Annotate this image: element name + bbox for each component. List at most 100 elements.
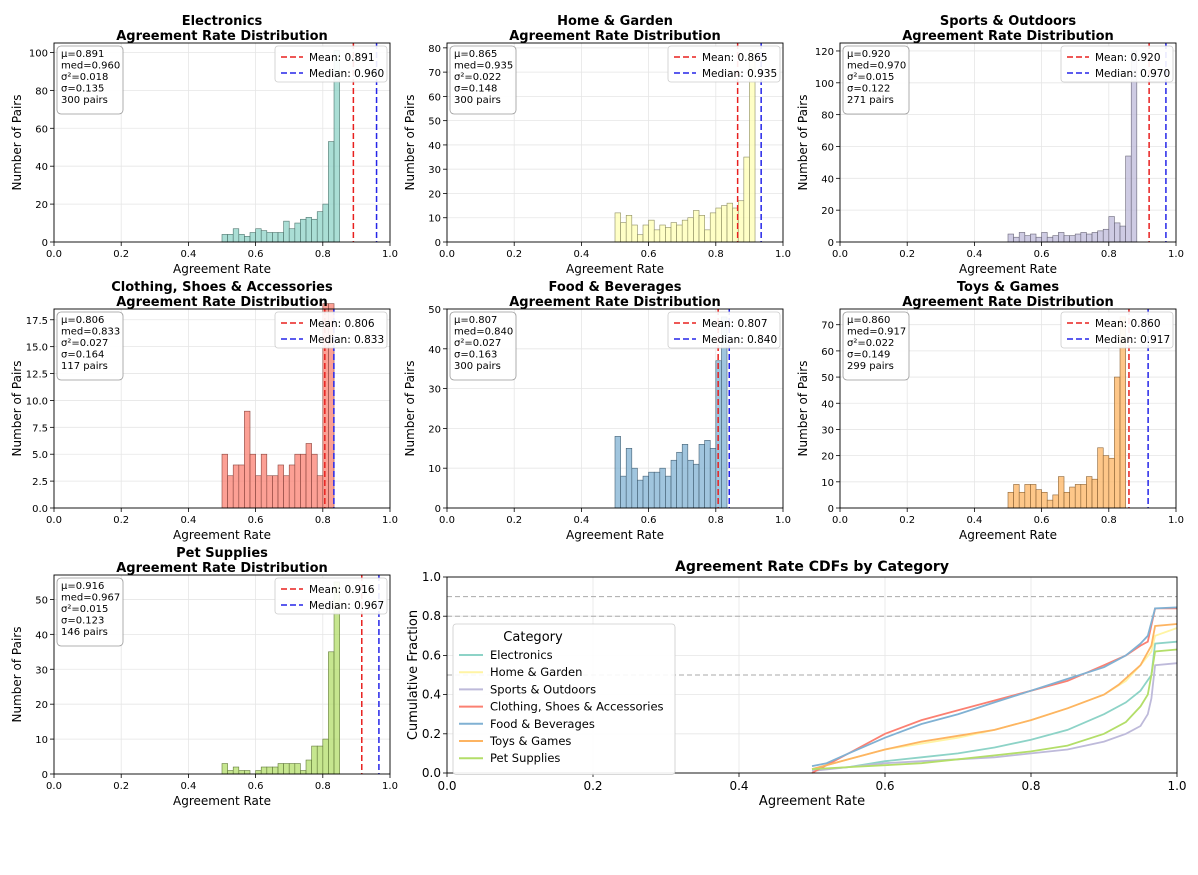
y-tick-label: 10 xyxy=(428,214,441,225)
y-tick-label: 0.0 xyxy=(32,504,48,515)
legend-label: Clothing, Shoes & Accessories xyxy=(490,700,664,714)
y-tick-label: 40 xyxy=(821,399,834,410)
histogram-bar xyxy=(709,447,717,509)
histogram-bar xyxy=(300,770,307,775)
y-tick-label: 50 xyxy=(821,373,834,384)
histogram-bar xyxy=(1046,236,1054,243)
stats-line: σ=0.163 xyxy=(454,350,497,361)
x-tick-label: 0.0 xyxy=(439,515,455,526)
histogram-panel-2: 0 20 40 60 80 100 120 0.0 0.2 0.4 0.6 0.8 1.0 Sports … xyxy=(796,14,1184,276)
histogram-bar xyxy=(737,200,745,243)
histogram-bar xyxy=(614,212,621,243)
cdf-line xyxy=(811,648,1178,770)
stats-line: μ=0.865 xyxy=(454,49,497,60)
histogram-bar xyxy=(311,218,318,243)
legend-median-label: Median: 0.960 xyxy=(309,68,384,80)
histogram-bar xyxy=(614,436,621,509)
stats-line: med=0.967 xyxy=(61,593,120,604)
x-tick-label: 0.4 xyxy=(573,515,589,526)
y-tick-label: 70 xyxy=(428,68,441,79)
histogram-bar xyxy=(266,766,273,775)
y-tick-label: 20 xyxy=(821,452,834,463)
histogram-bar xyxy=(1024,484,1031,509)
histogram-bar xyxy=(715,207,722,243)
histogram-panel-3: 0.0 2.5 5.0 7.5 10.0 12.5 15.0 17.5 0.0 0.2 0.4 0.6… xyxy=(10,280,398,542)
histogram-bar xyxy=(637,234,644,243)
histogram-bar xyxy=(305,759,312,775)
legend-median-label: Median: 0.970 xyxy=(1095,68,1170,80)
y-tick-label: 17.5 xyxy=(26,316,48,327)
chart-title: Sports & Outdoors xyxy=(940,14,1076,29)
histogram-bar xyxy=(1058,476,1065,509)
x-tick-label: 0.4 xyxy=(180,781,196,792)
stats-box xyxy=(842,45,910,115)
stats-line: σ=0.123 xyxy=(61,616,104,627)
x-axis-label: Agreement Rate xyxy=(959,262,1057,276)
y-tick-label: 15.0 xyxy=(26,343,48,354)
histogram-bar xyxy=(294,763,301,775)
y-tick-label: 80 xyxy=(428,44,441,55)
histogram-panel-6: 0 10 20 30 40 50 0.0 0.2 0.4 0.6 0.8 1.0 Pet Supplie… xyxy=(10,546,398,808)
histogram-bar xyxy=(1080,232,1087,243)
y-tick-label: 7.5 xyxy=(32,423,48,434)
stats-line: 300 pairs xyxy=(454,95,501,106)
stats-line: μ=0.920 xyxy=(847,49,890,60)
x-tick-label: 0.4 xyxy=(966,249,982,260)
histogram-bar xyxy=(659,467,666,509)
x-tick-label: 0.8 xyxy=(1021,779,1040,793)
y-tick-label: 5.0 xyxy=(32,450,48,461)
y-axis-label: Cumulative Fraction xyxy=(406,610,421,740)
y-tick-label: 0 xyxy=(828,504,834,515)
histogram-bar xyxy=(1007,233,1014,243)
histogram-bar xyxy=(1086,476,1093,509)
chart-subtitle: Agreement Rate Distribution xyxy=(902,295,1114,310)
stats-line: 117 pairs xyxy=(61,361,108,372)
cdf-panel: 0.0 0.2 0.4 0.6 0.8 1.0 0.0 0.2 0.4 0.6 0.8 1.0 Agre… xyxy=(406,559,1187,809)
legend-mean-label: Mean: 0.916 xyxy=(309,584,375,596)
stats-line: σ²=0.027 xyxy=(454,338,501,349)
histogram-bar xyxy=(316,475,324,509)
histogram-bar xyxy=(294,453,301,509)
x-tick-label: 1.0 xyxy=(382,515,398,526)
chart-title: Electronics xyxy=(182,14,263,29)
y-tick-label: 0 xyxy=(42,770,48,781)
histogram-bar xyxy=(704,229,711,243)
legend-label: Food & Beverages xyxy=(490,717,595,731)
y-tick-label: 120 xyxy=(815,47,834,58)
chart-subtitle: Agreement Rate Distribution xyxy=(902,29,1114,44)
histogram-bar xyxy=(300,218,307,243)
histogram-bar xyxy=(255,770,262,775)
histogram-bar xyxy=(1063,235,1070,243)
stats-line: med=0.840 xyxy=(454,327,513,338)
histogram-bar xyxy=(665,475,672,509)
histogram-bar xyxy=(1058,232,1065,243)
histogram-bar xyxy=(1035,489,1042,509)
legend-median-label: Median: 0.833 xyxy=(309,334,384,346)
chart-subtitle: Agreement Rate Distribution xyxy=(116,295,328,310)
histogram-bar xyxy=(244,236,251,243)
histogram-bar xyxy=(1030,484,1037,509)
chart-title: Pet Supplies xyxy=(176,546,268,561)
legend-label: Pet Supplies xyxy=(490,751,560,765)
x-tick-label: 0.2 xyxy=(506,249,522,260)
stats-line: σ²=0.015 xyxy=(847,72,894,83)
histogram-bar xyxy=(316,211,324,243)
legend-mean-label: Mean: 0.806 xyxy=(309,318,375,330)
histogram-bar xyxy=(726,202,733,243)
legend-median-label: Median: 0.917 xyxy=(1095,334,1170,346)
histogram-bar xyxy=(620,475,627,509)
y-tick-label: 20 xyxy=(428,189,441,200)
histogram-bar xyxy=(316,745,324,775)
histogram-bar xyxy=(1097,230,1104,243)
histogram-bar xyxy=(1013,484,1020,509)
x-tick-label: 0.6 xyxy=(248,781,264,792)
stats-line: 300 pairs xyxy=(454,361,501,372)
cdf-line xyxy=(811,606,1178,767)
x-axis-label: Agreement Rate xyxy=(173,262,271,276)
axes-frame xyxy=(839,42,1177,243)
histogram-bar xyxy=(659,224,666,243)
histogram-bar xyxy=(1052,494,1059,509)
x-tick-label: 1.0 xyxy=(775,249,791,260)
histogram-bar xyxy=(1074,233,1082,243)
